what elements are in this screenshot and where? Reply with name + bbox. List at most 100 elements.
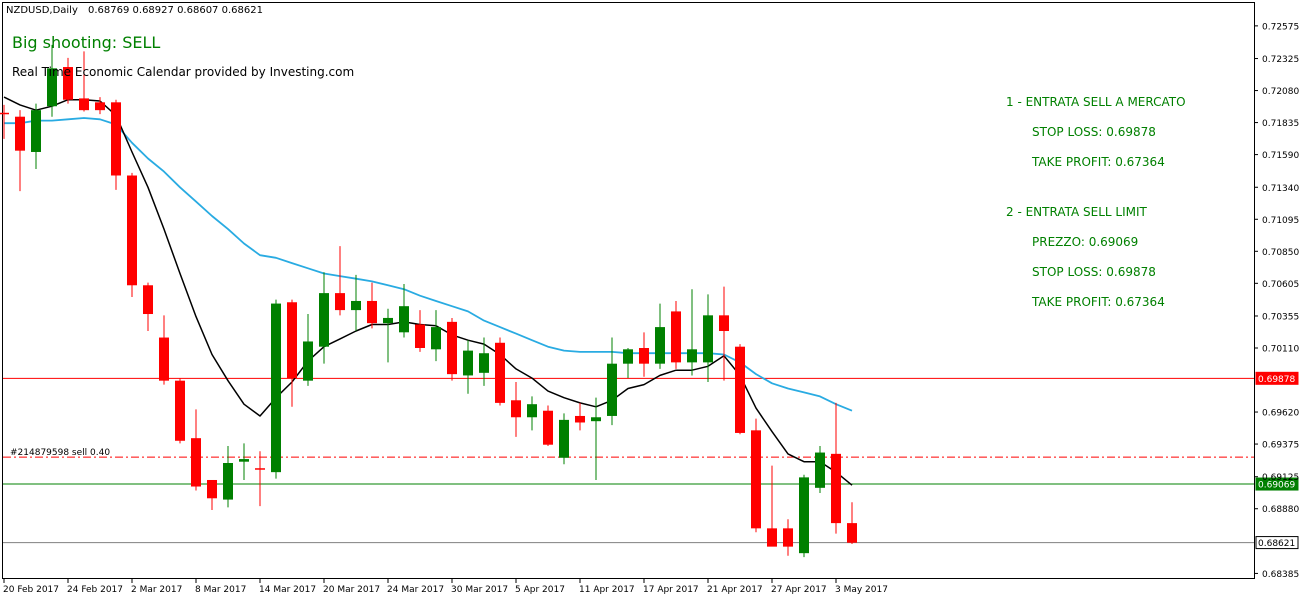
candle-body <box>159 337 169 381</box>
candle-body <box>319 293 329 347</box>
chart-header-ohlc: 0.68769 0.68927 0.68607 0.68621 <box>88 5 263 16</box>
trade-entry-market: 1 - ENTRATA SELL A MERCATO <box>1006 95 1186 109</box>
candle-body <box>511 400 521 418</box>
provider-text: Real Time Economic Calendar provided by … <box>12 65 354 79</box>
price-tick-label: 0.68880 <box>1262 505 1299 515</box>
candle <box>63 57 73 104</box>
candle-body <box>95 102 105 111</box>
candle-body <box>287 302 297 379</box>
candle <box>447 317 457 381</box>
time-tick-label: 2 Mar 2017 <box>131 585 182 595</box>
price-tick-label: 0.68385 <box>1262 570 1299 580</box>
price-tick-label: 0.72575 <box>1262 22 1299 32</box>
candle-body <box>191 438 201 487</box>
candle-body <box>447 321 457 375</box>
level-tag-2 <box>1255 536 1299 550</box>
candle <box>495 337 505 406</box>
level-tag-label-0: 0.69878 <box>1258 375 1295 385</box>
moving-averages <box>3 96 853 486</box>
plot-border <box>2 2 1255 579</box>
candle-body <box>111 102 121 176</box>
price-tick-label: 0.71340 <box>1262 184 1299 194</box>
candle-body <box>127 175 137 286</box>
candle-body <box>175 380 185 441</box>
time-tick-label: 21 Apr 2017 <box>707 585 763 595</box>
time-tick-label: 30 Mar 2017 <box>451 585 508 595</box>
order-label: #214879598 sell 0.40 <box>10 448 110 458</box>
candle-body <box>239 459 249 462</box>
trade-stop-loss-2: STOP LOSS: 0.69878 <box>1032 265 1156 279</box>
candle <box>175 378 185 444</box>
candle <box>783 519 793 556</box>
candle <box>367 282 377 329</box>
candle <box>383 308 393 363</box>
price-tick-label: 0.71835 <box>1262 119 1299 129</box>
candle <box>463 340 473 394</box>
candle <box>335 246 345 316</box>
candle <box>287 299 297 407</box>
trade-entry-limit: 2 - ENTRATA SELL LIMIT <box>1006 205 1148 219</box>
candle-body <box>31 110 41 152</box>
time-tick-label: 24 Mar 2017 <box>387 585 444 595</box>
price-tick-label: 0.69620 <box>1262 409 1299 419</box>
time-tick-label: 24 Feb 2017 <box>67 585 123 595</box>
time-tick-label: 20 Feb 2017 <box>3 585 59 595</box>
candle-body <box>335 293 345 311</box>
candle <box>639 332 649 377</box>
candle <box>271 299 281 479</box>
candle-body <box>591 417 601 422</box>
candle-body <box>0 112 9 115</box>
candle <box>191 409 201 491</box>
candles <box>0 44 857 558</box>
candle-body <box>703 315 713 363</box>
time-tick-label: 5 Apr 2017 <box>515 585 565 595</box>
candle <box>239 443 249 480</box>
candle-body <box>63 67 73 100</box>
candle <box>511 381 521 437</box>
candle-body <box>671 311 681 363</box>
candle-body <box>655 327 665 364</box>
price-axis[interactable]: 0.72575 0.72325 0.72080 0.71835 0.71590 0.713… <box>1254 22 1299 580</box>
price-tick-label: 0.69375 <box>1262 441 1299 451</box>
candle-body <box>463 350 473 376</box>
candle-body <box>47 68 57 107</box>
candle <box>351 274 361 332</box>
candle-body <box>831 453 841 524</box>
candle-body <box>623 349 633 364</box>
candle <box>127 172 137 298</box>
time-axis[interactable]: 20 Feb 2017 24 Feb 2017 2 Mar 2017 8 Mar 20… <box>3 578 888 595</box>
candle <box>95 97 105 115</box>
level-tag-label-2: 0.68621 <box>1258 539 1295 549</box>
candle <box>751 418 761 533</box>
candle <box>47 44 57 117</box>
candle <box>79 51 89 112</box>
candle-body <box>719 315 729 332</box>
signal-text: Big shooting: SELL <box>12 33 160 52</box>
level-tag-1 <box>1255 477 1299 491</box>
candle-body <box>383 317 393 324</box>
candle-body <box>799 477 809 554</box>
candle-body <box>367 300 377 324</box>
candle <box>847 502 857 545</box>
candle <box>143 282 153 332</box>
time-tick-label: 20 Mar 2017 <box>323 585 380 595</box>
candle-body <box>751 430 761 529</box>
candle <box>591 397 601 480</box>
candle <box>159 315 169 385</box>
candle-body <box>479 353 489 373</box>
candle-body <box>767 528 777 547</box>
time-tick-label: 3 May 2017 <box>835 585 888 595</box>
candle <box>303 314 313 386</box>
candle-body <box>415 324 425 348</box>
candle <box>719 286 729 381</box>
price-tick-label: 0.69125 <box>1262 473 1299 483</box>
candle <box>415 310 425 352</box>
candle-body <box>735 346 745 433</box>
candle-body <box>847 523 857 543</box>
time-tick-label: 14 Mar 2017 <box>259 585 316 595</box>
candle <box>527 396 537 431</box>
trade-stop-loss-1: STOP LOSS: 0.69878 <box>1032 125 1156 139</box>
candle-body <box>223 463 233 500</box>
candle <box>319 272 329 364</box>
